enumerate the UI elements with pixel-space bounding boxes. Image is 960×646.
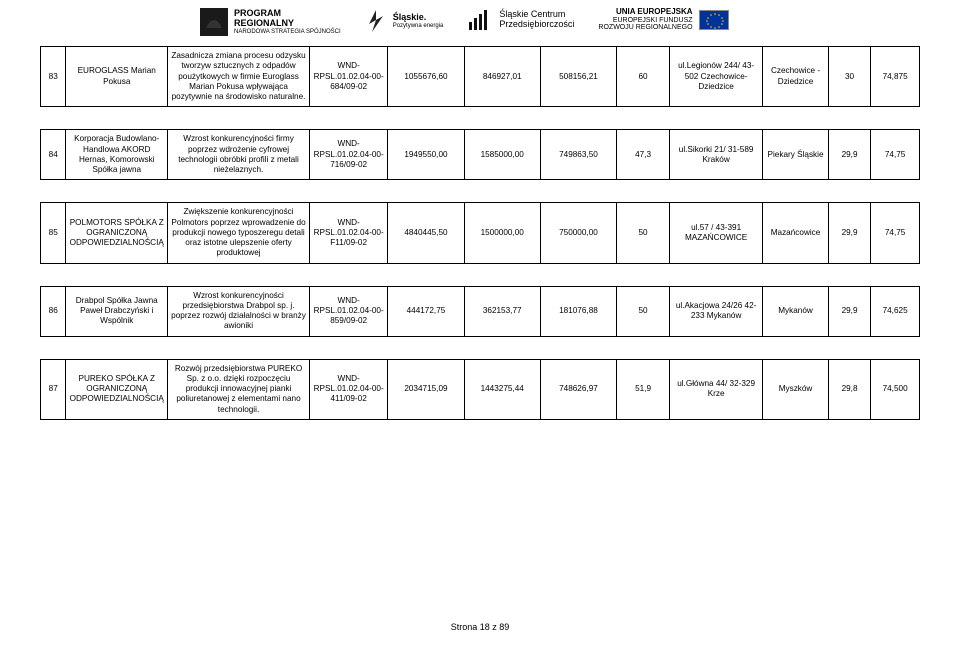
address: ul.Legionów 244/ 43-502 Czechowice-Dzied… — [670, 47, 763, 107]
logo-eu: UNIA EUROPEJSKA EUROPEJSKI FUNDUSZ ROZWO… — [598, 8, 728, 32]
value-3: 750000,00 — [540, 203, 616, 263]
program-regionalny-icon — [200, 8, 228, 36]
score-1: 29,8 — [828, 359, 870, 419]
company-name: EUROGLASS Marian Pokusa — [66, 47, 168, 107]
project-code: WND-RPSL.01.02.04-00-716/09-02 — [309, 130, 387, 180]
scp-icon — [467, 8, 493, 32]
address: ul.Główna 44/ 32-329 Krze — [670, 359, 763, 419]
eu-title: UNIA EUROPEJSKA — [598, 8, 692, 17]
table-content: 83EUROGLASS Marian PokusaZasadnicza zmia… — [0, 42, 960, 420]
value-3: 508156,21 — [540, 47, 616, 107]
value-3: 749863,50 — [540, 130, 616, 180]
logo-subtitle: NARODOWA STRATEGIA SPÓJNOŚCI — [234, 29, 341, 36]
project-code: WND-RPSL.01.02.04-00-411/09-02 — [309, 359, 387, 419]
value-1: 1055676,60 — [388, 47, 464, 107]
eu-sub1: EUROPEJSKI FUNDUSZ — [598, 17, 692, 25]
project-description: Zasadnicza zmiana procesu odzysku tworzy… — [168, 47, 310, 107]
project-code: WND-RPSL.01.02.04-00-859/09-02 — [309, 286, 387, 336]
project-description: Wzrost konkurencyjności firmy poprzez wd… — [168, 130, 310, 180]
logo-title: PROGRAM REGIONALNY — [234, 9, 341, 29]
value-2: 1585000,00 — [464, 130, 540, 180]
value-1: 1949550,00 — [388, 130, 464, 180]
company-name: Drabpol Spółka Jawna Paweł Drabczyński i… — [66, 286, 168, 336]
table-row: 83EUROGLASS Marian PokusaZasadnicza zmia… — [40, 46, 920, 107]
row-number: 84 — [41, 130, 66, 180]
score-1: 29,9 — [828, 130, 870, 180]
slaskie-icon — [365, 8, 387, 34]
score-1: 29,9 — [828, 286, 870, 336]
row-number: 85 — [41, 203, 66, 263]
value-1: 444172,75 — [388, 286, 464, 336]
score-2: 74,500 — [871, 359, 920, 419]
logo-scp: Śląskie Centrum Przedsiębiorczości — [467, 8, 574, 32]
logo-title: Śląskie. — [393, 13, 444, 23]
table-row: 86Drabpol Spółka Jawna Paweł Drabczyński… — [40, 286, 920, 337]
city: Mazańcowice — [763, 203, 829, 263]
value-3: 181076,88 — [540, 286, 616, 336]
logo-subtitle: Przedsiębiorczości — [499, 20, 574, 30]
eu-flag-icon — [699, 10, 729, 30]
value-2: 1500000,00 — [464, 203, 540, 263]
score-1: 29,9 — [828, 203, 870, 263]
eu-sub2: ROZWOJU REGIONALNEGO — [598, 24, 692, 32]
project-code: WND-RPSL.01.02.04-00-684/09-02 — [309, 47, 387, 107]
score-2: 74,75 — [871, 203, 920, 263]
value-1: 2034715,09 — [388, 359, 464, 419]
score-2: 74,75 — [871, 130, 920, 180]
row-number: 87 — [41, 359, 66, 419]
table-row: 85POLMOTORS SPÓŁKA Z OGRANICZONĄ ODPOWIE… — [40, 202, 920, 263]
row-number: 86 — [41, 286, 66, 336]
value-4: 51,9 — [617, 359, 670, 419]
score-2: 74,625 — [871, 286, 920, 336]
company-name: Korporacja Budowlano-Handlowa AKORD Hern… — [66, 130, 168, 180]
project-description: Zwiększenie konkurencyjności Polmotors p… — [168, 203, 310, 263]
value-1: 4840445,50 — [388, 203, 464, 263]
project-description: Rozwój przedsiębiorstwa PUREKO Sp. z o.o… — [168, 359, 310, 419]
city: Mykanów — [763, 286, 829, 336]
value-4: 47,3 — [617, 130, 670, 180]
company-name: POLMOTORS SPÓŁKA Z OGRANICZONĄ ODPOWIEDZ… — [66, 203, 168, 263]
value-3: 748626,97 — [540, 359, 616, 419]
address: ul.Sikorki 21/ 31-589 Kraków — [670, 130, 763, 180]
logo-subtitle: Pozytywna energia — [393, 23, 444, 30]
city: Myszków — [763, 359, 829, 419]
row-number: 83 — [41, 47, 66, 107]
city: Piekary Śląskie — [763, 130, 829, 180]
logo-slaskie: Śląskie. Pozytywna energia — [365, 8, 444, 34]
value-4: 50 — [617, 286, 670, 336]
page-footer: Strona 18 z 89 — [0, 622, 960, 632]
value-4: 60 — [617, 47, 670, 107]
page-header: PROGRAM REGIONALNY NARODOWA STRATEGIA SP… — [0, 0, 960, 42]
city: Czechowice -Dziedzice — [763, 47, 829, 107]
logo-program-regionalny: PROGRAM REGIONALNY NARODOWA STRATEGIA SP… — [200, 8, 341, 36]
value-2: 1443275,44 — [464, 359, 540, 419]
score-1: 30 — [828, 47, 870, 107]
project-code: WND-RPSL.01.02.04-00-F11/09-02 — [309, 203, 387, 263]
table-row: 84Korporacja Budowlano-Handlowa AKORD He… — [40, 129, 920, 180]
address: ul.Akacjowa 24/26 42-233 Mykanów — [670, 286, 763, 336]
project-description: Wzrost konkurencyjności przedsiębiorstwa… — [168, 286, 310, 336]
company-name: PUREKO SPÓŁKA Z OGRANICZONĄ ODPOWIEDZIAL… — [66, 359, 168, 419]
value-2: 846927,01 — [464, 47, 540, 107]
value-4: 50 — [617, 203, 670, 263]
value-2: 362153,77 — [464, 286, 540, 336]
table-row: 87PUREKO SPÓŁKA Z OGRANICZONĄ ODPOWIEDZI… — [40, 359, 920, 420]
address: ul.57 / 43-391 MAZAŃCOWICE — [670, 203, 763, 263]
score-2: 74,875 — [871, 47, 920, 107]
